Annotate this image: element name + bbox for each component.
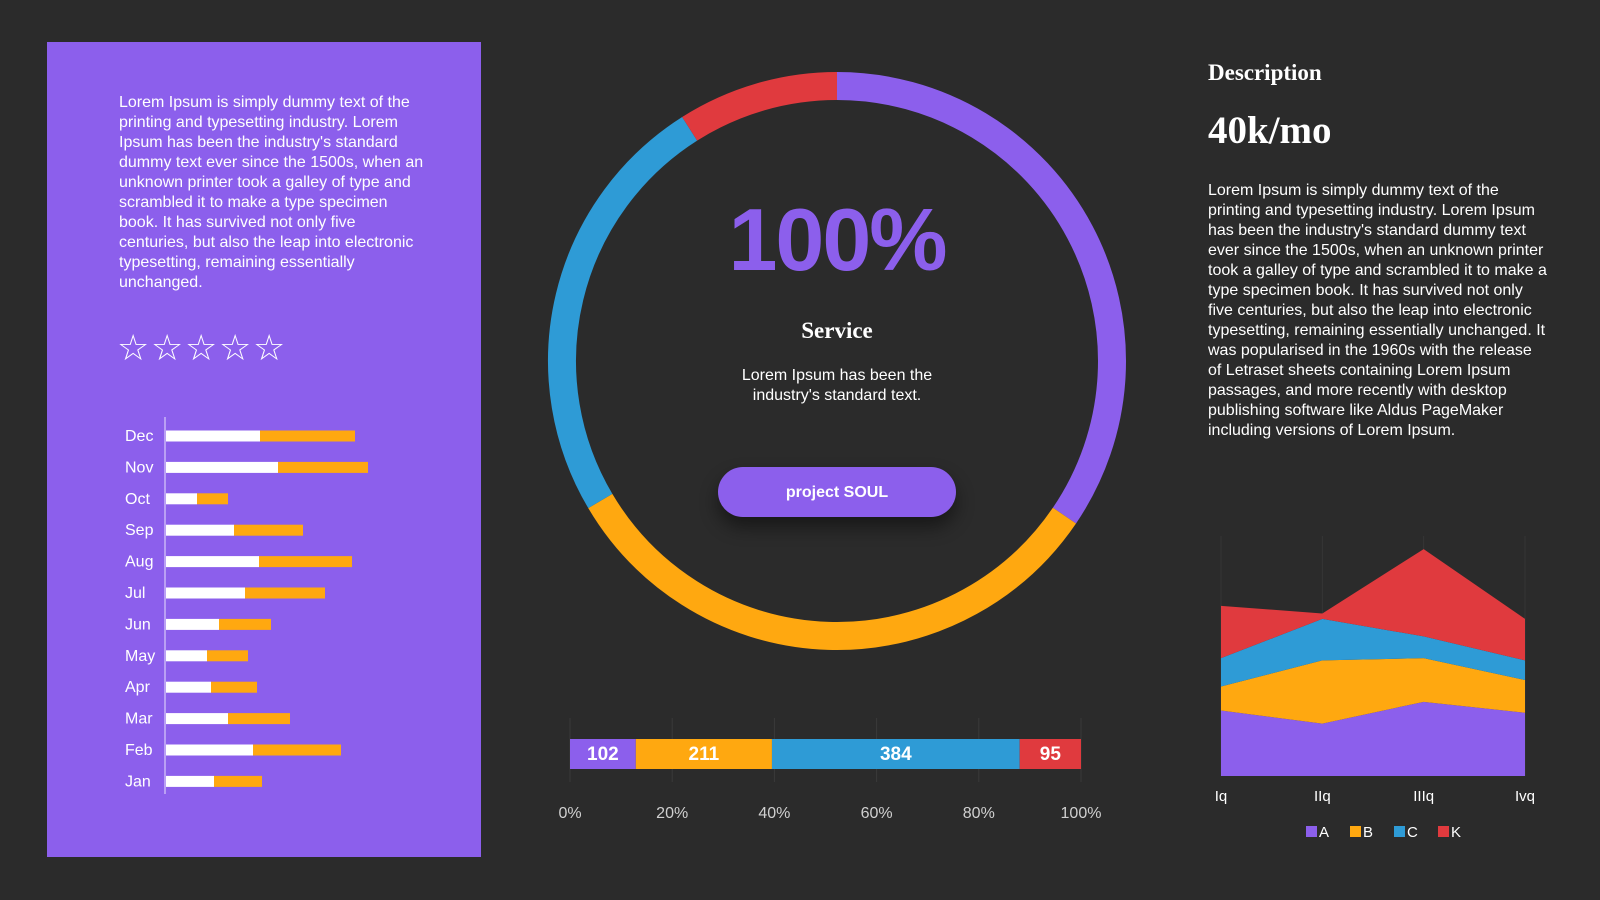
donut-center-percent: 100% xyxy=(728,190,947,289)
star-icon[interactable]: ☆ xyxy=(253,327,288,368)
month-bar-segment xyxy=(197,493,228,505)
project-soul-button[interactable]: project SOUL xyxy=(718,467,956,517)
segment-value-label: 95 xyxy=(1040,744,1062,765)
month-tick-label: May xyxy=(125,648,155,665)
left-panel: Lorem Ipsum is simply dummy text of the … xyxy=(47,42,481,857)
month-bar-segment xyxy=(166,461,278,473)
quarter-tick-label: Iq xyxy=(1215,788,1228,805)
month-bar-segment xyxy=(166,713,228,725)
area-series xyxy=(1221,658,1525,724)
month-bar-segment xyxy=(166,556,259,568)
quarter-tick-label: IIq xyxy=(1314,788,1331,805)
donut-slice xyxy=(836,72,1126,524)
month-tick-label: Jun xyxy=(125,616,151,633)
star-icon[interactable]: ☆ xyxy=(219,327,254,368)
month-tick-label: Aug xyxy=(125,554,153,571)
donut-slice xyxy=(682,72,838,141)
month-bar-segment xyxy=(166,775,214,787)
legend-label: K xyxy=(1451,824,1461,841)
area-series xyxy=(1221,701,1525,776)
month-tick-label: Jul xyxy=(125,585,145,602)
month-bar-segment xyxy=(234,524,303,536)
segment-value-label: 384 xyxy=(880,744,912,765)
legend-swatch xyxy=(1306,826,1317,837)
month-tick-label: Apr xyxy=(125,679,151,696)
month-tick-label: Feb xyxy=(125,742,153,759)
star-rating[interactable]: ☆☆☆☆☆ xyxy=(117,328,287,368)
month-bar-segment xyxy=(259,556,352,568)
star-icon[interactable]: ☆ xyxy=(151,327,186,368)
legend-swatch xyxy=(1350,826,1361,837)
legend-swatch xyxy=(1438,826,1449,837)
month-tick-label: Dec xyxy=(125,428,153,445)
percent-tick-label: 0% xyxy=(558,805,581,822)
donut-center-title: Service xyxy=(801,318,873,343)
month-bar-segment xyxy=(278,461,368,473)
month-tick-label: Nov xyxy=(125,459,153,476)
percent-tick-label: 20% xyxy=(656,805,688,822)
donut-slice xyxy=(548,116,698,509)
quarter-tick-label: Ivq xyxy=(1515,788,1535,805)
month-tick-label: Jan xyxy=(125,773,151,790)
segment-value-label: 102 xyxy=(587,744,619,765)
percent-tick-label: 60% xyxy=(861,805,893,822)
stacked-bar-segment xyxy=(1019,739,1081,769)
month-tick-label: Sep xyxy=(125,522,154,539)
percent-tick-label: 80% xyxy=(963,805,995,822)
star-icon[interactable]: ☆ xyxy=(185,327,220,368)
percent-tick-label: 100% xyxy=(1061,805,1102,822)
donut-center-subtitle: Lorem Ipsum has been the industry's stan… xyxy=(741,367,933,404)
description-text: Lorem Ipsum is simply dummy text of the … xyxy=(1208,182,1547,439)
month-bar-segment xyxy=(207,650,248,662)
month-bar-segment xyxy=(253,744,341,756)
stacked-bar-segment xyxy=(635,739,772,769)
month-bar-segment xyxy=(166,587,245,599)
donut-slice xyxy=(588,493,1077,650)
month-bar-segment xyxy=(228,713,290,725)
month-bar-segment xyxy=(166,493,197,505)
left-description-text: Lorem Ipsum is simply dummy text of the … xyxy=(119,94,424,291)
legend-label: B xyxy=(1363,824,1373,841)
month-bar-segment xyxy=(166,618,219,630)
monthly-stacked-bar-chart: Dec Nov Oct Sep Aug Jul Jun May Apr Mar Feb Jan xyxy=(125,417,368,794)
description-heading: Description xyxy=(1208,60,1322,85)
month-tick-label: Oct xyxy=(125,491,150,508)
legend-label: A xyxy=(1319,824,1329,841)
percent-tick-label: 40% xyxy=(758,805,790,822)
month-bar-segment xyxy=(166,650,207,662)
month-bar-segment xyxy=(166,744,253,756)
segment-value-label: 211 xyxy=(689,744,720,765)
month-bar-segment xyxy=(245,587,325,599)
stacked-bar-segment xyxy=(570,739,636,769)
month-bar-segment xyxy=(166,524,234,536)
legend-label: C xyxy=(1407,824,1418,841)
month-bar-segment xyxy=(166,430,260,442)
description-value: 40k/mo xyxy=(1208,109,1332,152)
star-icon[interactable]: ☆ xyxy=(117,327,152,368)
quarter-tick-label: IIIq xyxy=(1413,788,1434,805)
month-bar-segment xyxy=(260,430,355,442)
stacked-bar-segment xyxy=(771,739,1020,769)
legend-swatch xyxy=(1394,826,1405,837)
area-series xyxy=(1221,618,1525,687)
month-bar-segment xyxy=(166,681,211,693)
month-bar-segment xyxy=(219,618,271,630)
month-bar-segment xyxy=(214,775,262,787)
month-bar-segment xyxy=(211,681,257,693)
area-series xyxy=(1221,549,1525,661)
month-tick-label: Mar xyxy=(125,711,153,728)
